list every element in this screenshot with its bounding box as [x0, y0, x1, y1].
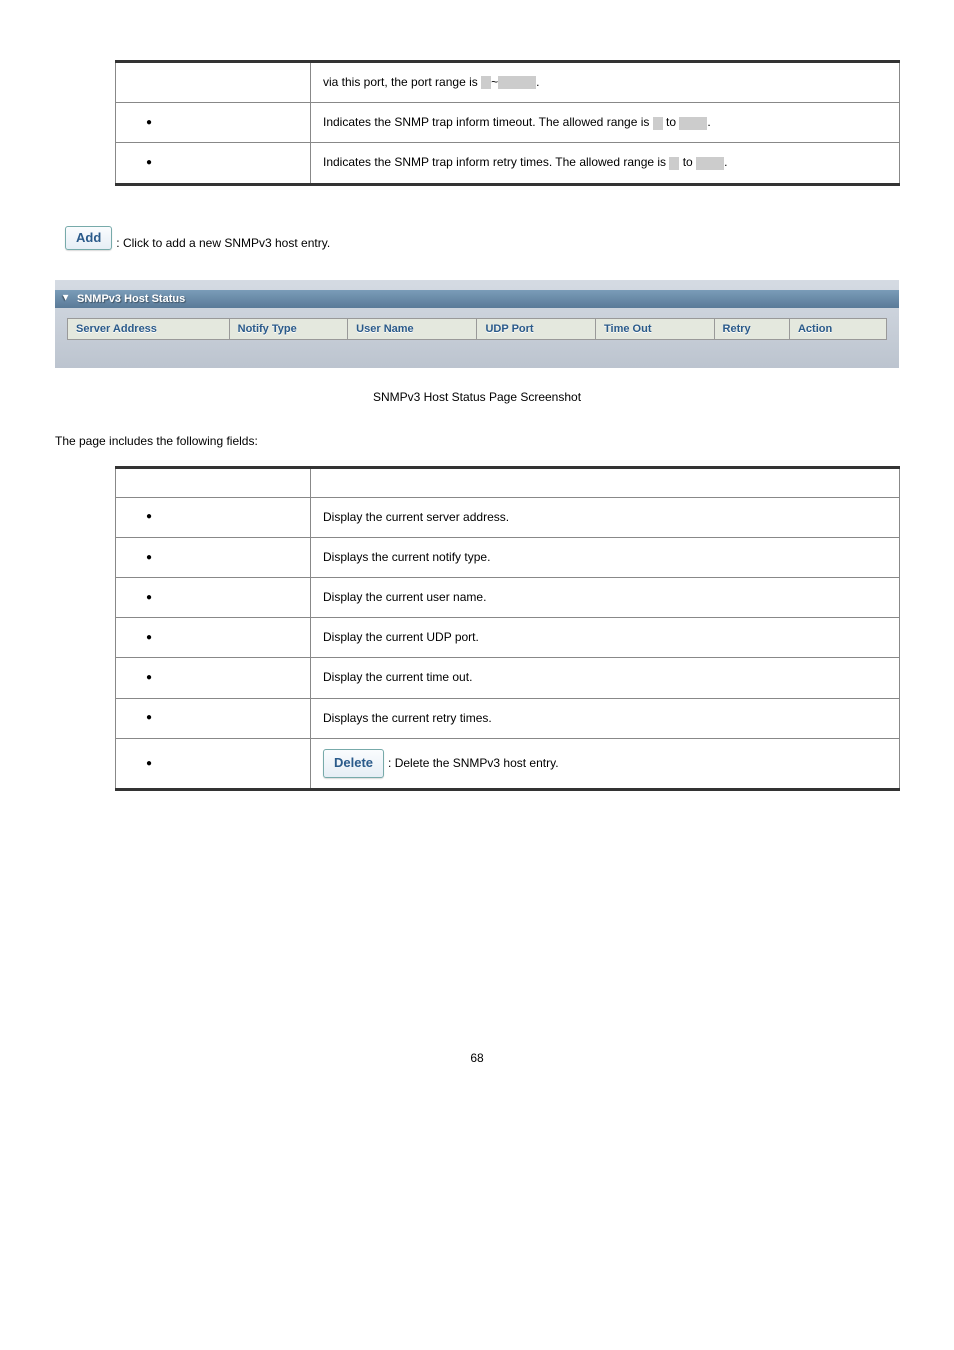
fields-header-description — [311, 467, 900, 497]
fields-header-object — [116, 467, 311, 497]
fields-row-object: ● — [116, 577, 311, 617]
fields-row-description: Display the current user name. — [311, 577, 900, 617]
fields-row-description: Displays the current notify type. — [311, 537, 900, 577]
page-number: 68 — [55, 1051, 899, 1065]
screenshot-panel-title: SNMPv3 Host Status — [55, 290, 899, 308]
fields-row-object: ● — [116, 698, 311, 738]
fields-row-description: Displays the current retry times. — [311, 698, 900, 738]
fields-row-description: Delete: Delete the SNMPv3 host entry. — [311, 738, 900, 790]
fields-row-object: ● — [116, 738, 311, 790]
screenshot-column-header: Time Out — [596, 318, 715, 339]
fields-row-description: Display the current UDP port. — [311, 618, 900, 658]
top-parameter-table: via this port, the port range is ~. ● Indi… — [115, 60, 900, 186]
table-row-description: via this port, the port range is ~. — [311, 62, 900, 103]
bullet-icon: ● — [146, 670, 154, 686]
screenshot-column-header: Action — [789, 318, 886, 339]
screenshot-table: Server AddressNotify TypeUser NameUDP Po… — [67, 318, 887, 340]
fields-row-description: Display the current time out. — [311, 658, 900, 698]
delete-button[interactable]: Delete — [323, 749, 384, 779]
table-row-object: ● — [116, 103, 311, 143]
bullet-icon: ● — [146, 590, 154, 606]
fields-row-object: ● — [116, 618, 311, 658]
fields-row-description: Display the current server address. — [311, 497, 900, 537]
fields-row-object: ● — [116, 658, 311, 698]
fields-intro-text: The page includes the following fields: — [55, 434, 899, 448]
screenshot-column-header: User Name — [348, 318, 477, 339]
bullet-icon: ● — [146, 550, 154, 566]
fields-table: ● Display the current server address. ● Dis… — [115, 466, 900, 792]
bullet-icon: ● — [146, 115, 154, 131]
add-button[interactable]: Add — [65, 226, 112, 250]
table-row-object — [116, 62, 311, 103]
fields-row-object: ● — [116, 497, 311, 537]
screenshot-column-header: Retry — [714, 318, 789, 339]
snmpv3-host-status-screenshot: SNMPv3 Host Status Server AddressNotify … — [55, 280, 899, 368]
table-row-description: Indicates the SNMP trap inform retry tim… — [311, 143, 900, 184]
table-row-object: ● — [116, 143, 311, 184]
add-button-description: : Click to add a new SNMPv3 host entry. — [116, 236, 330, 250]
table-row-description: Indicates the SNMP trap inform timeout. … — [311, 103, 900, 143]
screenshot-column-header: UDP Port — [477, 318, 596, 339]
add-button-line: Add : Click to add a new SNMPv3 host ent… — [65, 226, 899, 250]
bullet-icon: ● — [146, 509, 154, 525]
delete-button-description: : Delete the SNMPv3 host entry. — [388, 754, 559, 773]
screenshot-column-header: Notify Type — [229, 318, 348, 339]
bullet-icon: ● — [146, 630, 154, 646]
fields-row-object: ● — [116, 537, 311, 577]
screenshot-column-header: Server Address — [68, 318, 230, 339]
screenshot-caption: SNMPv3 Host Status Page Screenshot — [55, 390, 899, 404]
bullet-icon: ● — [146, 756, 154, 772]
bullet-icon: ● — [146, 710, 154, 726]
bullet-icon: ● — [146, 155, 154, 171]
